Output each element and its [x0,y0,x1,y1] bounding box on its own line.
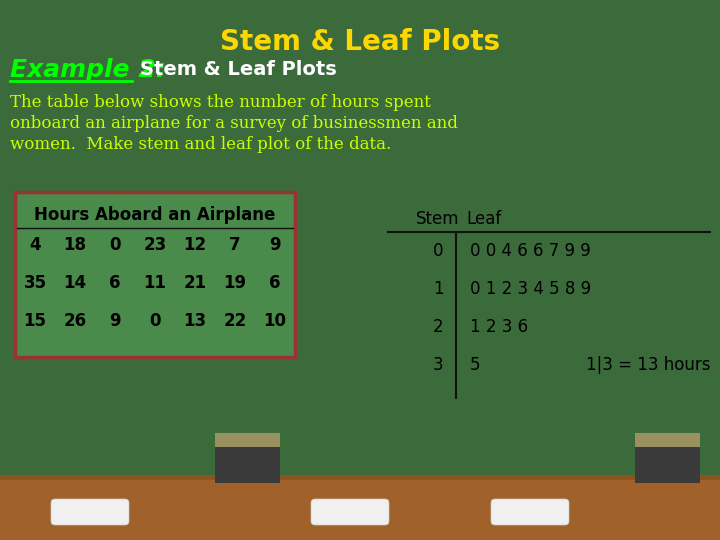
Text: onboard an airplane for a survey of businessmen and: onboard an airplane for a survey of busi… [10,115,458,132]
Text: 4: 4 [30,236,41,254]
Text: 0 0 4 6 6 7 9 9: 0 0 4 6 6 7 9 9 [470,242,590,260]
Bar [635,433,700,447]
Text: 1: 1 [433,280,444,298]
Text: 19: 19 [223,274,246,292]
Text: 35: 35 [24,274,47,292]
Text: 0: 0 [433,242,444,260]
FancyBboxPatch shape [311,499,389,525]
Text: 6: 6 [109,274,121,292]
FancyBboxPatch shape [51,499,129,525]
Text: Hours Aboard an Airplane: Hours Aboard an Airplane [35,206,276,224]
Bar [0,475,720,540]
Text: 5: 5 [470,356,480,374]
Text: 9: 9 [109,312,121,330]
Text: 10: 10 [264,312,287,330]
Text: Stem & Leaf Plots: Stem & Leaf Plots [220,28,500,56]
FancyBboxPatch shape [491,499,569,525]
Text: 18: 18 [63,236,86,254]
Text: Example 2:: Example 2: [10,58,166,82]
Bar [215,433,280,447]
Text: 6: 6 [269,274,281,292]
Text: women.  Make stem and leaf plot of the data.: women. Make stem and leaf plot of the da… [10,136,391,153]
Text: Stem: Stem [416,210,460,228]
Text: Stem & Leaf Plots: Stem & Leaf Plots [140,60,337,79]
Text: 9: 9 [269,236,281,254]
Text: Leaf: Leaf [466,210,501,228]
Bar [15,192,295,357]
Text: 0 1 2 3 4 5 8 9: 0 1 2 3 4 5 8 9 [470,280,591,298]
Text: 3: 3 [433,356,444,374]
Text: 1 2 3 6: 1 2 3 6 [470,318,528,336]
Text: 1|3 = 13 hours: 1|3 = 13 hours [586,356,711,374]
Text: 22: 22 [223,312,247,330]
Bar [215,445,280,483]
Text: 21: 21 [184,274,207,292]
Text: 15: 15 [24,312,47,330]
Text: 7: 7 [229,236,240,254]
Text: 0: 0 [109,236,121,254]
Text: 0: 0 [149,312,161,330]
Text: 11: 11 [143,274,166,292]
Text: 23: 23 [143,236,166,254]
Text: 26: 26 [63,312,86,330]
Text: 14: 14 [63,274,86,292]
Bar [635,445,700,483]
Text: 2: 2 [433,318,444,336]
Bar [0,475,720,480]
Text: 13: 13 [184,312,207,330]
Text: 12: 12 [184,236,207,254]
Text: The table below shows the number of hours spent: The table below shows the number of hour… [10,94,431,111]
